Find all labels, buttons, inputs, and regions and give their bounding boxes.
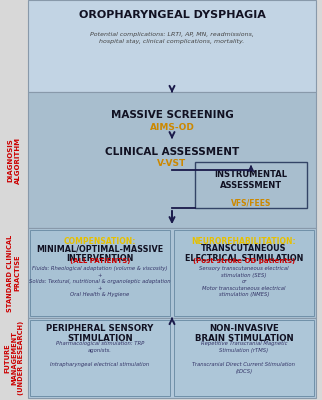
Bar <box>28 0 316 92</box>
Text: Sensory transcutaneous electrical
stimulation (SES)
or
Motor transcutaneous elec: Sensory transcutaneous electrical stimul… <box>199 266 289 298</box>
Bar <box>174 320 314 396</box>
Text: (ALL PATIENTS): (ALL PATIENTS) <box>70 258 130 264</box>
Bar <box>30 320 170 396</box>
Text: DIAGNOSIS
ALGORITHM: DIAGNOSIS ALGORITHM <box>7 136 21 184</box>
Text: CLINICAL ASSESSMENT: CLINICAL ASSESSMENT <box>105 147 239 157</box>
Text: Potential complications: LRTI, AP, MN, readmissions,
hospital stay, clinical com: Potential complications: LRTI, AP, MN, r… <box>90 32 254 44</box>
Bar <box>195 162 307 208</box>
Text: MINIMAL/OPTIMAL-MASSIVE
INTERVENTION: MINIMAL/OPTIMAL-MASSIVE INTERVENTION <box>36 244 164 264</box>
Text: MASSIVE SCREENING: MASSIVE SCREENING <box>111 110 233 120</box>
Text: NEUROREHABILITATION:: NEUROREHABILITATION: <box>192 237 296 246</box>
Bar <box>28 318 316 398</box>
Text: Repetitive Transcranial Magnetic
Stimulation (rTMS)

Transcranial Direct Current: Repetitive Transcranial Magnetic Stimula… <box>193 341 296 374</box>
Bar <box>28 228 316 318</box>
Text: V-VST: V-VST <box>157 158 187 168</box>
Text: PERIPHERAL SENSORY
STIMULATION: PERIPHERAL SENSORY STIMULATION <box>46 324 154 343</box>
Text: OROPHARYNGEAL DYSPHAGIA: OROPHARYNGEAL DYSPHAGIA <box>79 10 265 20</box>
Text: VFS/FEES: VFS/FEES <box>231 198 271 208</box>
Text: FUTURE
MANAGEMENT
(UNDER RESEARCH): FUTURE MANAGEMENT (UNDER RESEARCH) <box>4 321 24 395</box>
Text: Fluids: Rheological adaptation (volume & viscosity)
+
Solids: Textural, nutritio: Fluids: Rheological adaptation (volume &… <box>29 266 171 298</box>
Bar <box>174 230 314 316</box>
Text: (Post-stroke OD patients): (Post-stroke OD patients) <box>193 258 295 264</box>
Text: NON-INVASIVE
BRAIN STIMULATION: NON-INVASIVE BRAIN STIMULATION <box>195 324 293 343</box>
Text: STANDARD CLINICAL
PRACTISE: STANDARD CLINICAL PRACTISE <box>7 234 21 312</box>
Text: AIMS-OD: AIMS-OD <box>149 122 194 132</box>
Bar <box>28 92 316 228</box>
Text: TRANSCUTANEOUS
ELECTRICAL STIMULATION: TRANSCUTANEOUS ELECTRICAL STIMULATION <box>185 244 303 264</box>
Text: Pharmacological stimulation: TRP
agonists.

Intrapharyngeal electrical stimulati: Pharmacological stimulation: TRP agonist… <box>50 341 150 367</box>
Bar <box>30 230 170 316</box>
Text: INSTRUMENTAL
ASSESSMENT: INSTRUMENTAL ASSESSMENT <box>214 170 288 190</box>
Text: COMPENSATION:: COMPENSATION: <box>64 237 136 246</box>
